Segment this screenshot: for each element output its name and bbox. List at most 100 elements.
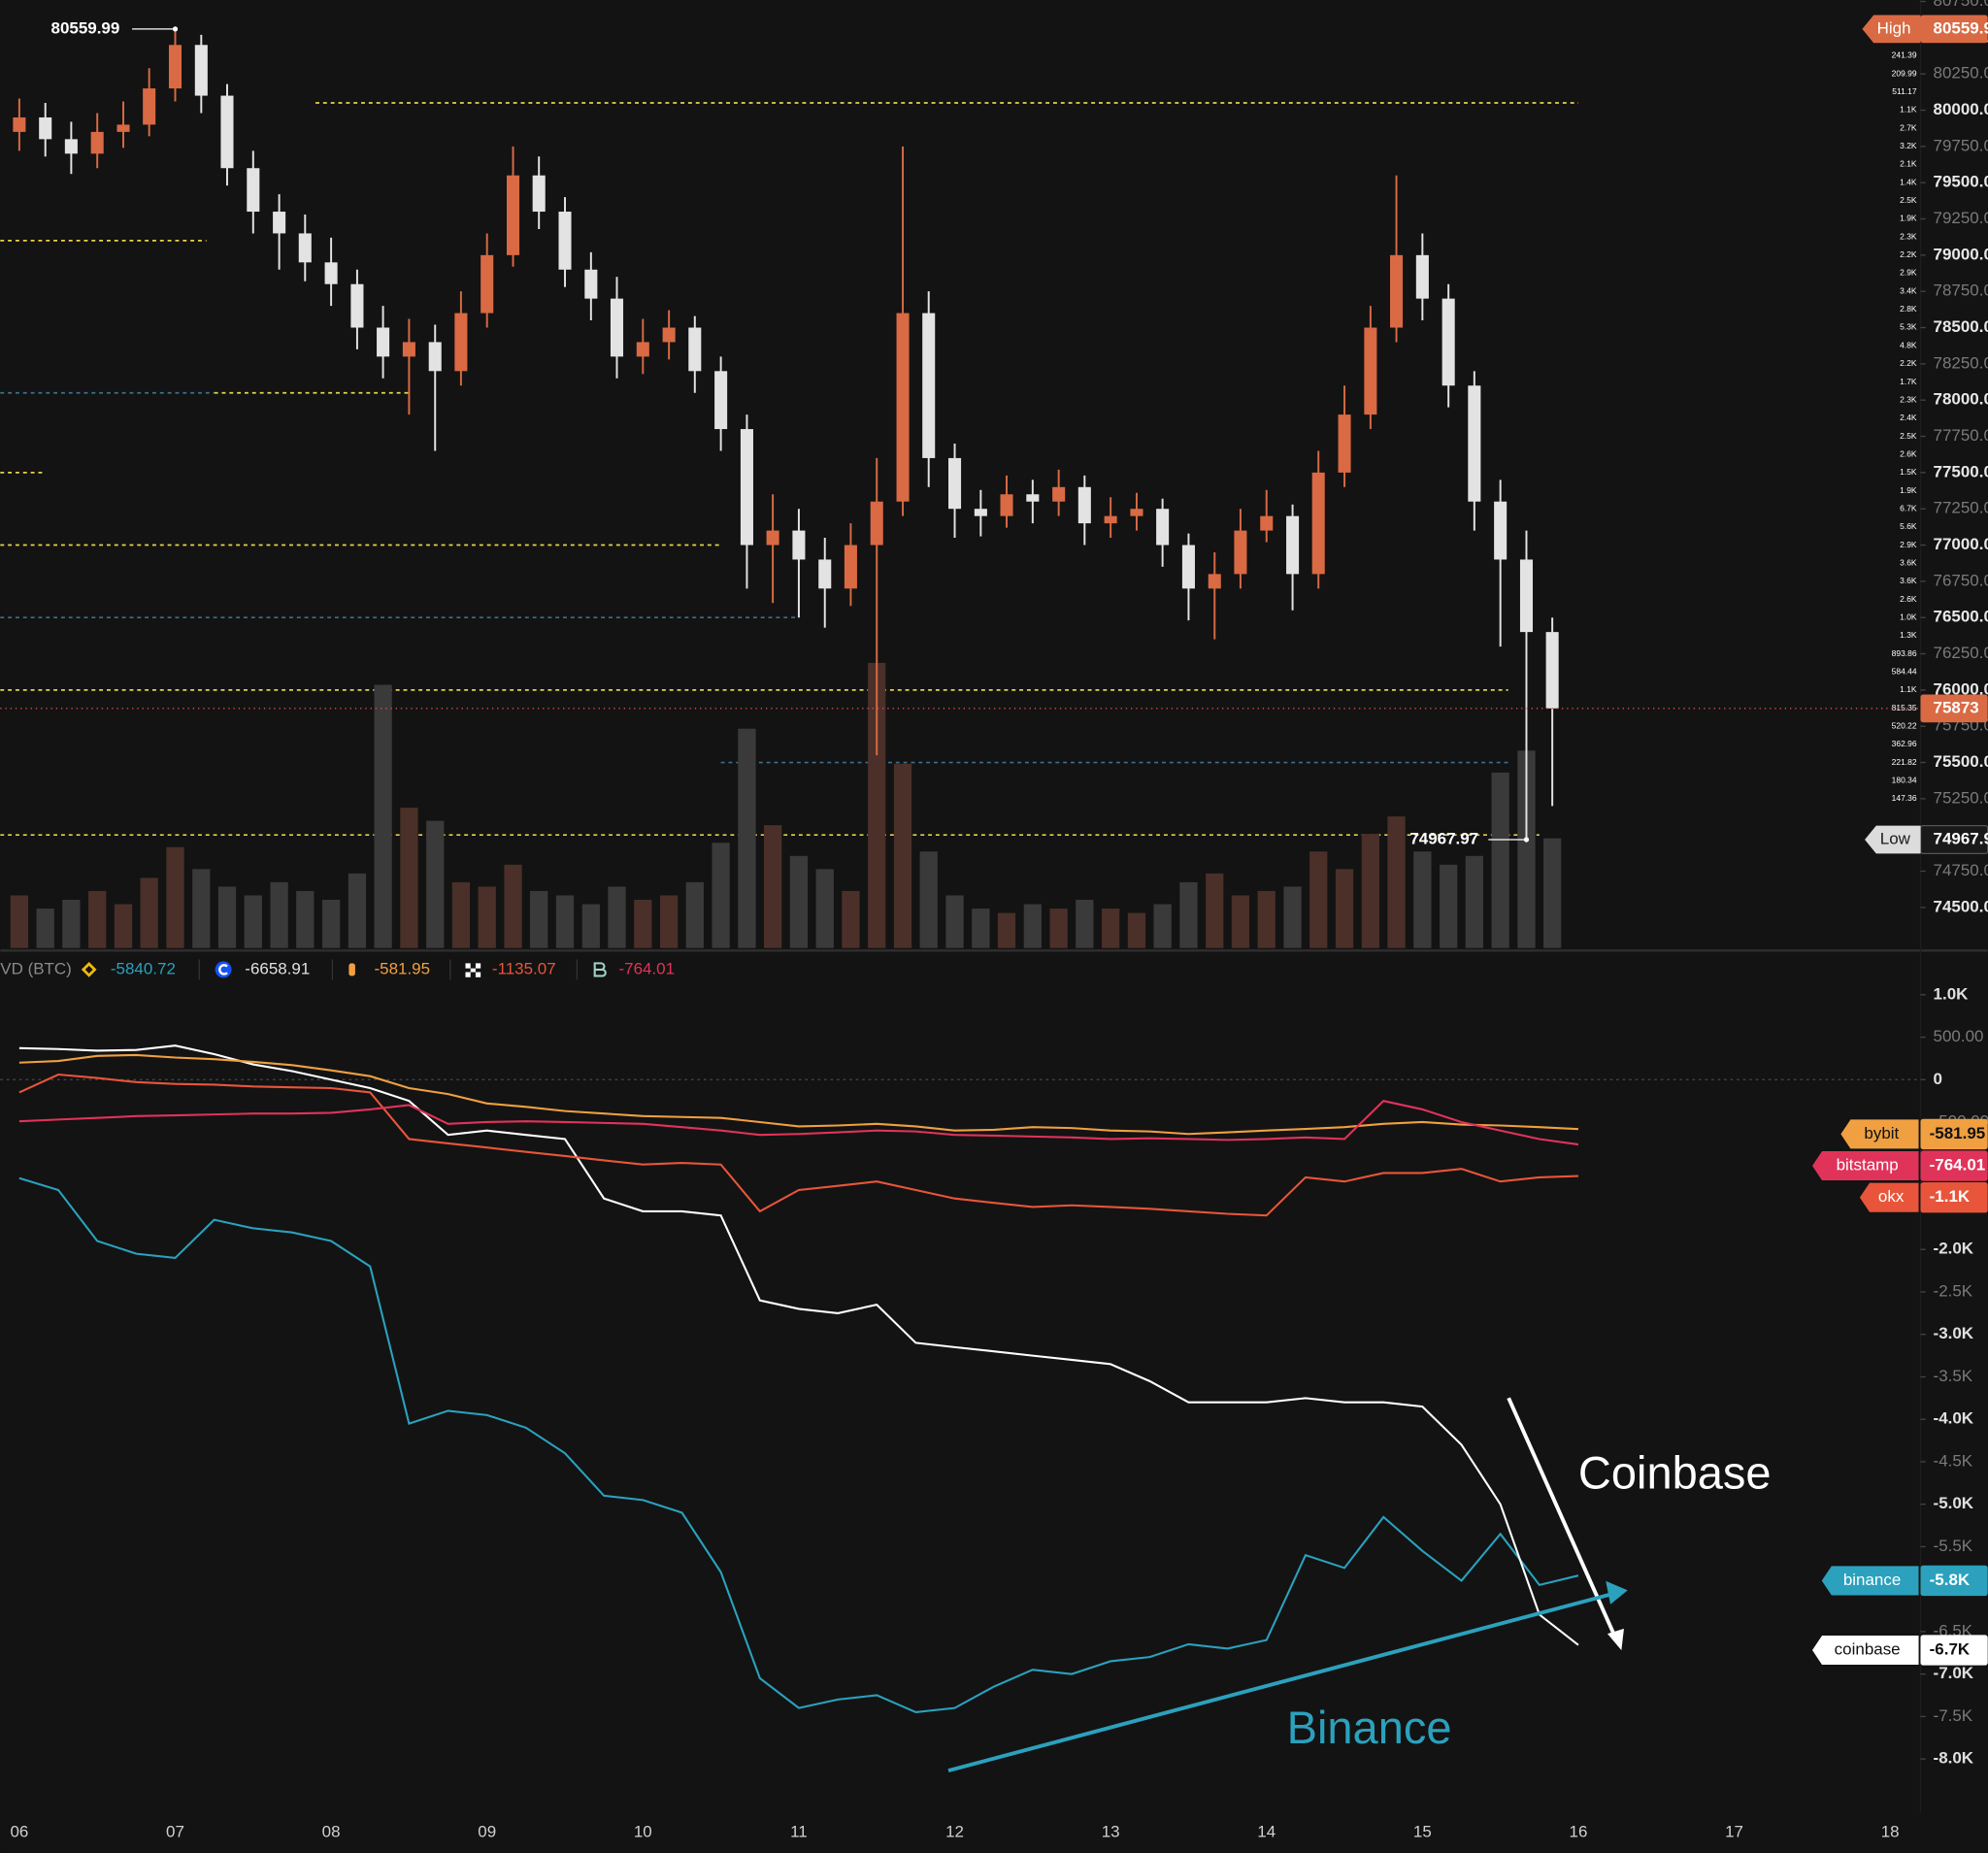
volume-bar	[478, 886, 496, 948]
candle-body	[792, 530, 806, 560]
volume-bar	[763, 825, 782, 948]
x-tick-label: 13	[1102, 1823, 1120, 1841]
volume-bar	[348, 873, 367, 948]
y-tick-label: 0	[1934, 1070, 1942, 1088]
x-tick-label: 09	[478, 1823, 496, 1841]
profile-label: 2.5K	[1900, 195, 1917, 205]
series-tag	[1920, 1565, 1988, 1597]
y-tick-label: 75500.00	[1934, 752, 1988, 771]
y-tick-label: 79250.00	[1934, 209, 1988, 227]
candle-body	[350, 283, 364, 328]
candle-body	[766, 530, 779, 546]
series-flag-label: bybit	[1864, 1124, 1899, 1142]
candle-body	[428, 342, 442, 372]
series-flag	[1839, 1118, 1920, 1150]
y-tick-label: 76750.00	[1934, 571, 1988, 589]
volume-bar	[712, 843, 730, 948]
volume-bar	[296, 890, 315, 948]
series-flag-label: okx	[1878, 1187, 1905, 1206]
volume-bar	[114, 904, 133, 948]
volume-bar	[893, 763, 912, 948]
candle-body	[1545, 632, 1559, 709]
volume-bar	[62, 899, 81, 948]
volume-bar	[1517, 750, 1536, 948]
price-tag-label: 75873	[1934, 698, 1979, 716]
y-tick-label: 78000.00	[1934, 390, 1988, 409]
volume-bar	[919, 851, 938, 948]
candle-body	[324, 262, 338, 284]
cvd-legend: VD (BTC) -5840.72 -6658.91 -581.95 -1135.07…	[0, 959, 675, 980]
candle-body	[1181, 545, 1195, 589]
volume-bar	[1283, 886, 1302, 948]
candle-body	[1052, 486, 1066, 502]
y-tick-label: -3.5K	[1934, 1367, 1973, 1385]
volume-bar	[1491, 772, 1509, 948]
candle-body	[584, 269, 598, 299]
profile-label: 3.4K	[1900, 285, 1917, 295]
candle-body	[116, 124, 130, 132]
candle-body	[220, 95, 234, 169]
candle-body	[688, 327, 702, 372]
candle-body	[1311, 472, 1325, 575]
volume-bar	[1179, 881, 1198, 948]
candle-body	[13, 116, 26, 132]
candle-body	[636, 342, 649, 357]
volume-bar	[88, 890, 107, 948]
volume-bar	[36, 909, 54, 948]
high-flag-label: High	[1877, 18, 1911, 37]
candle-body	[1415, 254, 1429, 299]
candle-body	[1260, 515, 1274, 531]
y-tick-label: -7.0K	[1934, 1664, 1974, 1682]
volume-bar	[400, 808, 418, 948]
volume-bar	[660, 895, 679, 948]
volume-bar	[1076, 899, 1094, 948]
profile-label: 1.9K	[1900, 485, 1917, 495]
cvd-line	[18, 1100, 1579, 1146]
profile-label: 815.35	[1892, 703, 1917, 712]
candle-body	[1077, 486, 1091, 524]
y-tick-label: -5.5K	[1934, 1537, 1973, 1555]
volume-bar	[1387, 816, 1406, 948]
low-flag-label: Low	[1880, 829, 1911, 847]
volume-bar	[1440, 864, 1458, 948]
x-tick-label: 08	[322, 1823, 341, 1841]
low-annotation: 74967.97	[1409, 829, 1478, 847]
x-tick-label: 16	[1570, 1823, 1588, 1841]
y-tick-label: 1.0K	[1934, 984, 1970, 1003]
volume-bar	[374, 684, 392, 948]
candle-body	[818, 559, 832, 589]
candle-body	[39, 116, 52, 140]
volume-bar	[270, 881, 288, 948]
volume-bar	[945, 895, 964, 948]
candle-body	[714, 371, 728, 430]
profile-label: 584.44	[1892, 666, 1917, 676]
y-tick-label: -4.5K	[1934, 1451, 1973, 1470]
candle-body	[1156, 509, 1170, 546]
okx-icon	[465, 963, 481, 977]
profile-label: 2.8K	[1900, 304, 1917, 314]
volume-bar	[997, 912, 1016, 948]
volume-bar	[217, 886, 237, 948]
candle-body	[377, 327, 390, 357]
x-tick-label: 15	[1413, 1823, 1432, 1841]
annotations: Coinbase Binance	[947, 1397, 1772, 1773]
volume-bar	[504, 864, 522, 948]
candle-body	[402, 342, 415, 357]
volume-bar	[426, 820, 445, 948]
y-tick-label: -8.0K	[1934, 1749, 1974, 1768]
profile-label: 362.96	[1892, 739, 1917, 748]
profile-label: 1.9K	[1900, 214, 1917, 223]
y-tick-label: 74500.00	[1934, 897, 1988, 915]
volume-bar	[581, 904, 600, 948]
y-tick-label: -5.0K	[1934, 1494, 1974, 1512]
volume-bar	[1543, 838, 1562, 948]
profile-label: 5.6K	[1900, 521, 1917, 531]
series-flag	[1810, 1634, 1920, 1667]
series-tag-value: -1.1K	[1930, 1187, 1971, 1206]
profile-label: 1.5K	[1900, 467, 1917, 477]
volume-bar	[244, 895, 262, 948]
legend-value: -5840.72	[111, 959, 176, 977]
legend-title: VD (BTC)	[0, 959, 72, 977]
